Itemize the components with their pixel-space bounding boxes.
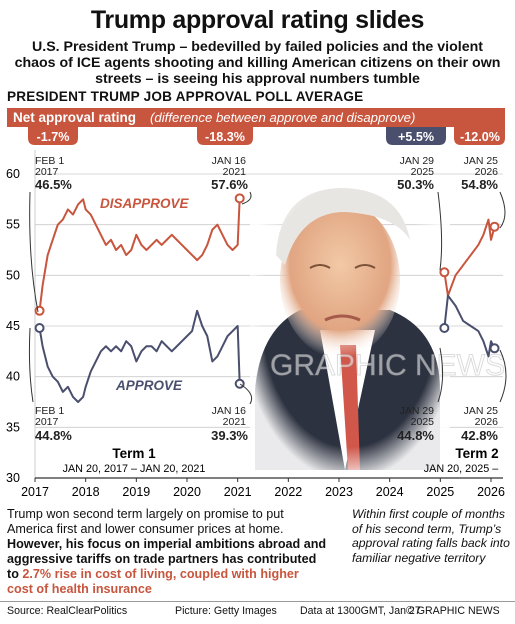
trump-portrait-icon bbox=[250, 180, 450, 480]
chart-heading: PRESIDENT TRUMP JOB APPROVAL POLL AVERAG… bbox=[7, 89, 364, 104]
approve-endpoint-marker bbox=[489, 343, 500, 354]
callout-t2-end-bottom-date2: 2026 bbox=[475, 416, 499, 428]
term2-range: JAN 20, 2025 – bbox=[424, 463, 498, 475]
callout-t2-start-top-date1: JAN 29 bbox=[400, 155, 435, 167]
net-tab-2 bbox=[197, 127, 253, 145]
callout-t2-end-top-value: 54.8% bbox=[461, 177, 498, 192]
callout-t1-start-bottom-date1: FEB 1 bbox=[35, 405, 64, 417]
callout-t2-start-bottom-date1: JAN 29 bbox=[400, 405, 435, 417]
y-tick-label: 40 bbox=[6, 370, 20, 384]
x-tick-label: 2024 bbox=[376, 485, 404, 499]
y-axis: 30 35 40 45 50 55 60 bbox=[6, 167, 20, 485]
bottom-right-note: Within first couple of months of his sec… bbox=[352, 507, 510, 565]
bottom-left-text: Trump won second term largely on promise… bbox=[7, 507, 327, 597]
y-tick-label: 35 bbox=[6, 420, 20, 434]
callout-t1-start-top-date2: 2017 bbox=[35, 166, 59, 178]
approve-line-term1 bbox=[38, 309, 241, 403]
callout-t2-end-top-date2: 2026 bbox=[475, 166, 499, 178]
term1-label: Term 1 bbox=[112, 446, 156, 461]
bottom-left-red: 2.7% rise in cost of living, coupled wit… bbox=[7, 567, 299, 596]
callout-t2-end-bottom-value: 42.8% bbox=[461, 428, 498, 443]
x-tick-label: 2021 bbox=[224, 485, 252, 499]
net-banner-left bbox=[7, 108, 454, 127]
approve-endpoint-marker bbox=[234, 378, 245, 389]
term2-label: Term 2 bbox=[455, 446, 498, 461]
x-tick-label: 2023 bbox=[325, 485, 353, 499]
callout-t1-end-bottom-date2: 2021 bbox=[223, 416, 247, 428]
approve-endpoint-marker bbox=[439, 323, 450, 334]
net-value-4: -12.0% bbox=[460, 130, 500, 144]
disapprove-endpoint-marker bbox=[234, 193, 245, 204]
callout-connectors bbox=[28, 191, 507, 405]
callout-t2-start-top-value: 50.3% bbox=[397, 177, 434, 192]
net-tab-1 bbox=[28, 127, 78, 145]
y-tick-label: 50 bbox=[6, 268, 20, 282]
net-tab-4 bbox=[454, 108, 505, 145]
subtitle: U.S. President Trump – bedevilled by fai… bbox=[14, 39, 501, 87]
net-tab-3 bbox=[386, 127, 446, 145]
term1-range: JAN 20, 2017 – JAN 20, 2021 bbox=[63, 463, 206, 475]
callout-t1-end-bottom-value: 39.3% bbox=[211, 428, 248, 443]
x-tick-label: 2020 bbox=[173, 485, 201, 499]
y-tick-label: 45 bbox=[6, 319, 20, 333]
x-tick-label: 2022 bbox=[274, 485, 302, 499]
footer-data-timestamp: Data at 1300GMT, Jan 27 bbox=[300, 605, 421, 617]
bottom-left-bold: However, his focus on imperial ambitions… bbox=[7, 537, 327, 581]
callout-t2-start-bottom-date2: 2025 bbox=[411, 416, 435, 428]
callout-t1-end-bottom-date1: JAN 16 bbox=[212, 405, 247, 417]
callout-t1-end-top-date2: 2021 bbox=[223, 166, 247, 178]
callout-t2-end-bottom-date1: JAN 25 bbox=[464, 405, 499, 417]
x-tick-label: 2026 bbox=[477, 485, 505, 499]
x-axis: 2017 2018 2019 2020 2021 2022 2023 2024 2025 2026 bbox=[21, 478, 505, 499]
callout-t2-start-bottom-value: 44.8% bbox=[397, 428, 434, 443]
x-tick-label: 2018 bbox=[72, 485, 100, 499]
series-label-disapprove: DISAPPROVE bbox=[100, 196, 190, 211]
disapprove-line-term2 bbox=[443, 218, 496, 297]
footer-divider bbox=[0, 601, 515, 602]
footer-source: Source: RealClearPolitics bbox=[7, 605, 128, 617]
callout-t1-end-top-value: 57.6% bbox=[211, 177, 248, 192]
x-tick-label: 2019 bbox=[122, 485, 150, 499]
y-tick-label: 60 bbox=[6, 167, 20, 181]
net-value-2: -18.3% bbox=[205, 130, 245, 144]
footer-copyright: © GRAPHIC NEWS bbox=[406, 605, 500, 617]
net-banner-description: (difference between approve and disappro… bbox=[150, 110, 415, 125]
approval-chart: Net approval rating (difference between … bbox=[6, 108, 507, 499]
net-value-3: +5.5% bbox=[398, 130, 434, 144]
disapprove-endpoint-marker bbox=[439, 267, 450, 278]
net-banner-label: Net approval rating bbox=[13, 110, 136, 125]
watermark: GRAPHIC NEWS bbox=[270, 349, 505, 382]
x-tick-label: 2017 bbox=[21, 485, 49, 499]
callout-t1-start-bottom-value: 44.8% bbox=[35, 428, 72, 443]
page-title: Trump approval rating slides bbox=[90, 6, 425, 34]
y-tick-label: 30 bbox=[6, 471, 20, 485]
net-approval-banners: Net approval rating (difference between … bbox=[7, 108, 505, 145]
disapprove-line-term1 bbox=[38, 198, 241, 311]
callout-t1-start-top-value: 46.5% bbox=[35, 177, 72, 192]
series-label-approve: APPROVE bbox=[115, 378, 183, 393]
callout-t1-end-top-date1: JAN 16 bbox=[212, 155, 247, 167]
callout-t2-end-top-date1: JAN 25 bbox=[464, 155, 499, 167]
bottom-left-plain: Trump won second term largely on promise… bbox=[7, 507, 284, 536]
net-value-1: -1.7% bbox=[37, 130, 70, 144]
disapprove-endpoint-marker bbox=[489, 221, 500, 232]
y-tick-label: 55 bbox=[6, 218, 20, 232]
x-tick-label: 2025 bbox=[426, 485, 454, 499]
callout-t1-start-bottom-date2: 2017 bbox=[35, 416, 59, 428]
footer-picture-credit: Picture: Getty Images bbox=[175, 605, 277, 617]
callout-t2-start-top-date2: 2025 bbox=[411, 166, 435, 178]
approve-endpoint-marker bbox=[34, 323, 45, 334]
callout-t1-start-top-date1: FEB 1 bbox=[35, 155, 64, 167]
